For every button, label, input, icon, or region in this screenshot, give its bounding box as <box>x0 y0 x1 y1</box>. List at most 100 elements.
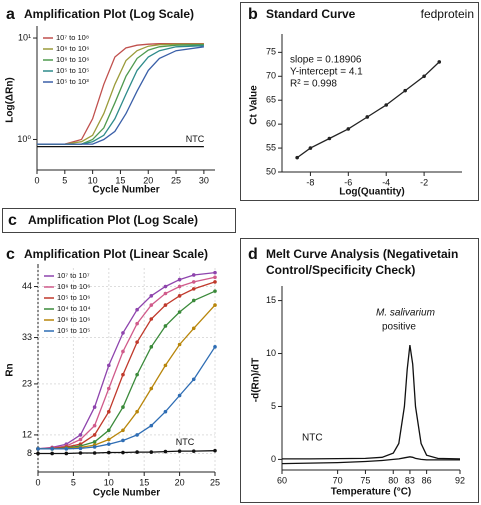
data-point <box>78 446 83 451</box>
data-point <box>213 280 217 284</box>
x-tick-label: 75 <box>360 475 370 485</box>
data-point <box>177 284 182 289</box>
annotation: R² = 0.998 <box>290 79 337 90</box>
data-point <box>135 450 139 454</box>
y-tick-label: 70 <box>266 71 276 81</box>
y-tick-label: 55 <box>266 142 276 152</box>
data-point <box>213 345 217 349</box>
data-point <box>149 423 154 428</box>
data-point <box>308 146 313 150</box>
data-point <box>149 450 154 454</box>
data-point <box>107 363 111 368</box>
data-point <box>92 433 97 437</box>
panel-title: Melt Curve Analysis (Negativetain <box>266 247 458 261</box>
legend-label: 10⁶ to 10⁶ <box>57 315 90 324</box>
x-axis-label: Temperature (°C) <box>331 487 412 498</box>
data-point <box>92 423 97 428</box>
data-point <box>50 451 54 456</box>
y-axis-label: Log(ΔRn) <box>5 77 16 123</box>
data-point <box>327 136 332 141</box>
y-tick-label: 44 <box>22 281 32 291</box>
data-point <box>177 294 182 298</box>
data-point <box>177 449 182 453</box>
panel-border <box>240 238 479 503</box>
data-point <box>403 88 407 93</box>
data-point <box>191 298 196 303</box>
data-point <box>149 345 154 349</box>
y-tick-label: 12 <box>22 429 32 439</box>
legend-label: 10⁷ to 10⁷ <box>57 271 90 280</box>
ntc-label: NTC <box>186 134 205 144</box>
data-point <box>422 74 426 79</box>
data-point <box>107 450 111 455</box>
data-point <box>163 303 168 307</box>
data-point <box>107 409 111 414</box>
x-tick-label: 10 <box>88 175 98 185</box>
data-point <box>163 324 168 328</box>
x-axis-label: Cycle Number <box>93 488 160 499</box>
data-point <box>163 284 168 289</box>
data-point <box>149 386 154 391</box>
data-point <box>295 155 299 160</box>
x-tick-label: 25 <box>171 175 181 185</box>
data-point <box>163 449 168 454</box>
panel-title: Standard Curve <box>266 7 356 21</box>
data-point <box>177 277 182 282</box>
data-point <box>191 273 196 277</box>
y-axis-label: Rn <box>5 363 16 376</box>
legend-label: 10⁴ to 10⁴ <box>57 304 91 313</box>
data-point <box>177 310 182 314</box>
data-point <box>121 405 125 409</box>
legend-label: 10⁵ to 10⁶ <box>57 293 90 302</box>
data-point <box>107 442 111 446</box>
data-point <box>78 437 83 442</box>
annotation: NTC <box>302 433 323 444</box>
x-tick-label: 25 <box>210 477 220 487</box>
y-tick-label: 15 <box>266 295 276 305</box>
data-point <box>365 115 370 119</box>
data-point <box>437 60 442 64</box>
panel-letter: a <box>6 6 15 23</box>
x-tick-label: 10 <box>104 477 114 487</box>
data-point <box>92 445 97 449</box>
panel-letter: d <box>248 246 258 263</box>
data-point <box>50 447 54 451</box>
data-point <box>191 377 196 382</box>
data-point <box>135 433 139 437</box>
panel-letter: c <box>8 212 17 229</box>
x-tick-label: -6 <box>344 177 352 187</box>
data-point <box>191 449 196 453</box>
panel-title: Amplification Plot (Log Scale) <box>24 7 194 21</box>
data-point <box>92 405 97 409</box>
legend-label: 10⁶ to 10⁶ <box>56 44 89 53</box>
y-tick-label: 75 <box>266 47 276 57</box>
y-tick-label: 10 <box>266 348 276 358</box>
data-point <box>92 440 97 444</box>
data-point <box>213 303 217 307</box>
data-point <box>191 280 196 284</box>
data-point <box>107 386 111 391</box>
annotation: slope = 0.18906 <box>290 55 362 66</box>
x-tick-label: 70 <box>333 475 343 485</box>
y-axis-label: Ct Value <box>249 85 260 125</box>
x-tick-label: 30 <box>199 175 209 185</box>
x-tick-label: 86 <box>422 475 432 485</box>
series-line <box>37 43 204 145</box>
x-axis-label: Cycle Number <box>92 185 159 196</box>
data-point <box>135 321 139 326</box>
data-point <box>346 127 351 131</box>
y-tick-label: 10⁰ <box>17 134 31 144</box>
panel-title: Amplification Plot (Log Scale) <box>28 213 198 227</box>
y-axis-label: -d(Rn)/dT <box>251 358 262 402</box>
x-tick-label: -8 <box>306 177 314 187</box>
data-point <box>163 363 168 368</box>
y-tick-label: 10¹ <box>18 32 31 42</box>
data-point <box>107 428 111 433</box>
data-point <box>121 349 125 354</box>
data-point <box>64 447 69 451</box>
data-point <box>177 342 182 347</box>
data-point <box>213 448 217 453</box>
y-tick-label: 50 <box>266 166 276 176</box>
x-tick-label: 83 <box>405 475 415 485</box>
